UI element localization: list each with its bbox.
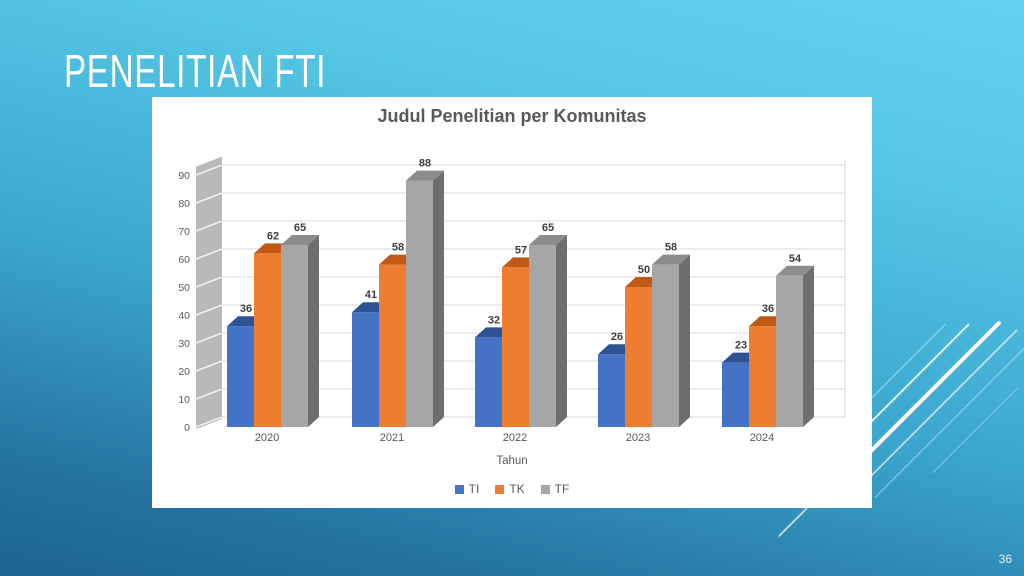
x-category-label: 2022 [503,432,527,444]
axis-wall [196,156,222,429]
bar-side-face [556,235,567,427]
diagonal-line-icon [777,509,807,538]
bar-top-face [776,265,814,276]
bar-data-label: 36 [762,303,774,315]
bar-front-face [722,362,749,427]
chart-legend: TI TK TF [152,482,872,496]
wall-gridmark [195,220,223,232]
wall-gridmark [195,276,223,288]
x-category-label: 2020 [255,432,279,444]
bar-side-face [679,254,690,427]
bar-front-face [652,264,679,427]
bar-side-face [803,265,814,427]
y-tick-label: 30 [178,338,190,350]
y-tick-label: 0 [184,422,190,434]
bar-data-label: 65 [294,222,306,234]
legend-label: TI [468,482,480,496]
y-tick-label: 50 [178,282,190,294]
legend-label: TK [509,482,525,496]
diagonal-line-icon [860,323,946,410]
bar-data-label: 41 [365,289,377,301]
bar-front-face [227,326,254,427]
bar-side-face [308,235,319,427]
bar-data-label: 36 [240,303,252,315]
legend-item: TK [495,482,525,496]
bar-front-face [625,287,652,427]
bar-data-label: 23 [735,340,747,352]
wall-gridmark [195,416,223,428]
bar-top-face [529,235,567,245]
legend-swatch-icon [454,484,464,494]
page-number: 36 [998,552,1012,566]
legend-label: TF [554,482,570,496]
bar-data-label: 54 [789,253,802,265]
wall-gridmark [195,192,223,204]
y-tick-label: 40 [178,310,190,322]
diagonal-line-icon [862,323,970,431]
y-tick-label: 70 [178,226,190,238]
legend-swatch-icon [495,484,505,494]
bar-data-label: 32 [488,314,500,326]
bar-data-label: 58 [392,242,404,254]
legend-swatch-icon [540,484,550,494]
y-tick-label: 10 [178,394,190,406]
bar-data-label: 65 [542,222,554,234]
slide-title: PENELITIAN FTI [64,45,327,97]
wall-gridmark [195,360,223,372]
diagonal-line-icon [868,329,1018,479]
y-tick-label: 60 [178,254,190,266]
wall-gridmark [195,332,223,344]
x-axis-title: Tahun [496,455,528,467]
y-tick-label: 90 [178,170,190,182]
bar-data-label: 50 [638,264,650,276]
bar-side-face [433,170,444,427]
wall-gridmark [195,388,223,400]
wall-gridmark [195,164,223,176]
bar-top-face [406,170,444,181]
bar-data-label: 62 [267,230,279,242]
bar-front-face [749,326,776,427]
bar-data-label: 57 [515,244,527,256]
bar-front-face [379,264,406,427]
bar-data-label: 88 [419,158,431,170]
legend-item: TF [540,482,570,496]
y-tick-label: 20 [178,366,190,378]
bar-data-label: 26 [611,331,623,343]
bar-front-face [406,180,433,427]
legend-item: TI [454,482,480,496]
bar-top-face [281,235,319,245]
wall-gridmark [195,304,223,316]
chart-plot: 0 10 20 30 40 50 60 70 80 90 36 62 65 2020 41 58 88 2021 3… [178,156,846,444]
bar-front-face [502,267,529,427]
wall-gridmark [195,248,223,260]
x-category-label: 2024 [750,432,774,444]
x-category-label: 2021 [380,432,404,444]
bar-front-face [598,354,625,427]
bar-front-face [776,275,803,427]
x-category-label: 2023 [626,432,650,444]
bar-front-face [475,337,502,427]
bar-front-face [281,245,308,427]
bar-front-face [352,312,379,427]
bar-data-label: 58 [665,242,677,254]
bar-front-face [254,253,281,427]
bar-top-face [652,254,690,265]
bar-front-face [529,245,556,427]
chart-title: Judul Penelitian per Komunitas [377,106,647,126]
y-tick-label: 80 [178,198,190,210]
diagonal-line-icon [874,334,1024,499]
chart-panel: 0 10 20 30 40 50 60 70 80 90 36 62 65 2020 41 58 88 2021 3… [152,97,872,508]
